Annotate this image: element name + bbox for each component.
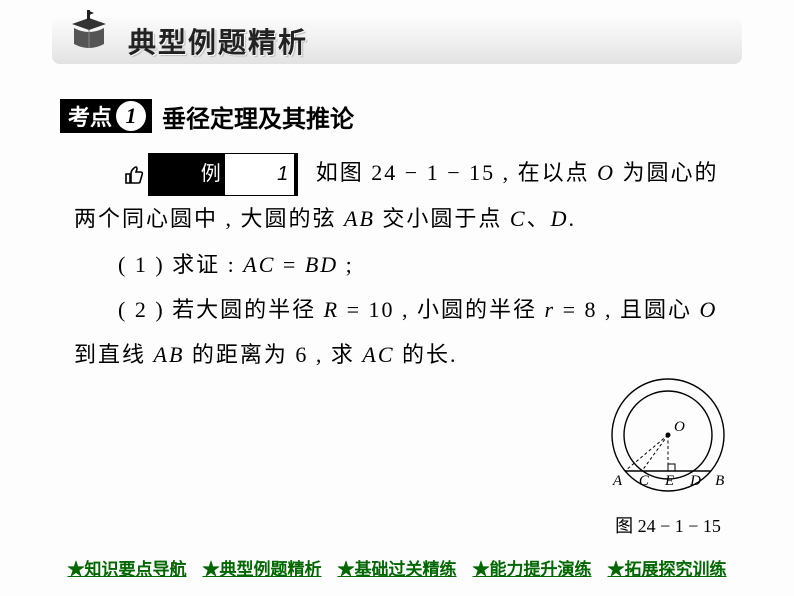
header-bar: 典型例题精析: [52, 18, 742, 64]
book-icon: [64, 6, 114, 56]
kaodian-text: 垂径定理及其推论: [162, 99, 354, 134]
t: ( 1 ) 求证 :: [118, 252, 243, 277]
t: O: [597, 160, 615, 185]
svg-text:E: E: [664, 473, 674, 489]
question-2: ( 2 ) 若大圆的半径 R = 10 , 小圆的半径 r = 8 , 且圆心 …: [74, 287, 734, 377]
footer-link-1[interactable]: ★典型例题精析: [203, 555, 322, 580]
svg-text:B: B: [715, 473, 724, 489]
t: 到直线: [74, 342, 154, 367]
example-intro: 例1 如图 24 − 1 − 15 , 在以点 O 为圆心的两个同心圆中 , 大…: [74, 150, 734, 242]
svg-text:A: A: [612, 473, 623, 489]
question-1: ( 1 ) 求证 : AC = BD ;: [74, 242, 734, 287]
t: r: [545, 297, 556, 322]
t: O: [700, 297, 718, 322]
t: AB: [154, 342, 185, 367]
t: = 10 , 小圆的半径: [339, 297, 544, 322]
t: AC: [243, 252, 275, 277]
example-badge-label: 例: [152, 154, 222, 195]
t: 、: [527, 206, 551, 231]
kaodian-number: 1: [116, 101, 146, 131]
footer-link-4[interactable]: ★拓展探究训练: [608, 555, 727, 580]
footer-nav: ★知识要点导航 ★典型例题精析 ★基础过关精练 ★能力提升演练 ★拓展探究训练: [0, 555, 794, 580]
svg-text:O: O: [674, 419, 685, 435]
kaodian-row: 考点 1 垂径定理及其推论: [60, 98, 354, 134]
t: R: [324, 297, 339, 322]
t: 如图 24 − 1 − 15 , 在以点: [316, 160, 597, 185]
t: 的距离为 6 , 求: [184, 342, 362, 367]
t: 交小圆于点: [375, 206, 510, 231]
t: ;: [338, 252, 354, 277]
t: ( 2 ) 若大圆的半径: [118, 297, 324, 322]
kaodian-label: 考点 1: [60, 99, 152, 133]
t: =: [275, 252, 304, 277]
header-title: 典型例题精析: [128, 21, 308, 61]
t: D: [551, 206, 569, 231]
t: 的长.: [395, 342, 458, 367]
example-badge: 例1: [122, 153, 298, 196]
footer-link-3[interactable]: ★能力提升演练: [473, 555, 592, 580]
t: BD: [305, 252, 338, 277]
t: C: [510, 206, 527, 231]
t: AB: [344, 206, 375, 231]
t: .: [569, 206, 577, 231]
example-badge-number: 1: [225, 154, 295, 195]
figure: O A B C DE 图 24 − 1 − 15: [584, 375, 752, 538]
footer-link-0[interactable]: ★知识要点导航: [68, 555, 187, 580]
t: AC: [362, 342, 394, 367]
svg-text:D: D: [689, 473, 701, 489]
thumb-icon: [122, 163, 146, 187]
footer-link-2[interactable]: ★基础过关精练: [338, 555, 457, 580]
figure-caption: 图 24 − 1 − 15: [584, 512, 752, 538]
t: = 8 , 且圆心: [555, 297, 699, 322]
kaodian-label-text: 考点: [68, 100, 112, 132]
figure-svg: O A B C DE: [588, 375, 748, 507]
svg-text:C: C: [639, 473, 650, 489]
content-body: 例1 如图 24 − 1 − 15 , 在以点 O 为圆心的两个同心圆中 , 大…: [74, 150, 734, 377]
